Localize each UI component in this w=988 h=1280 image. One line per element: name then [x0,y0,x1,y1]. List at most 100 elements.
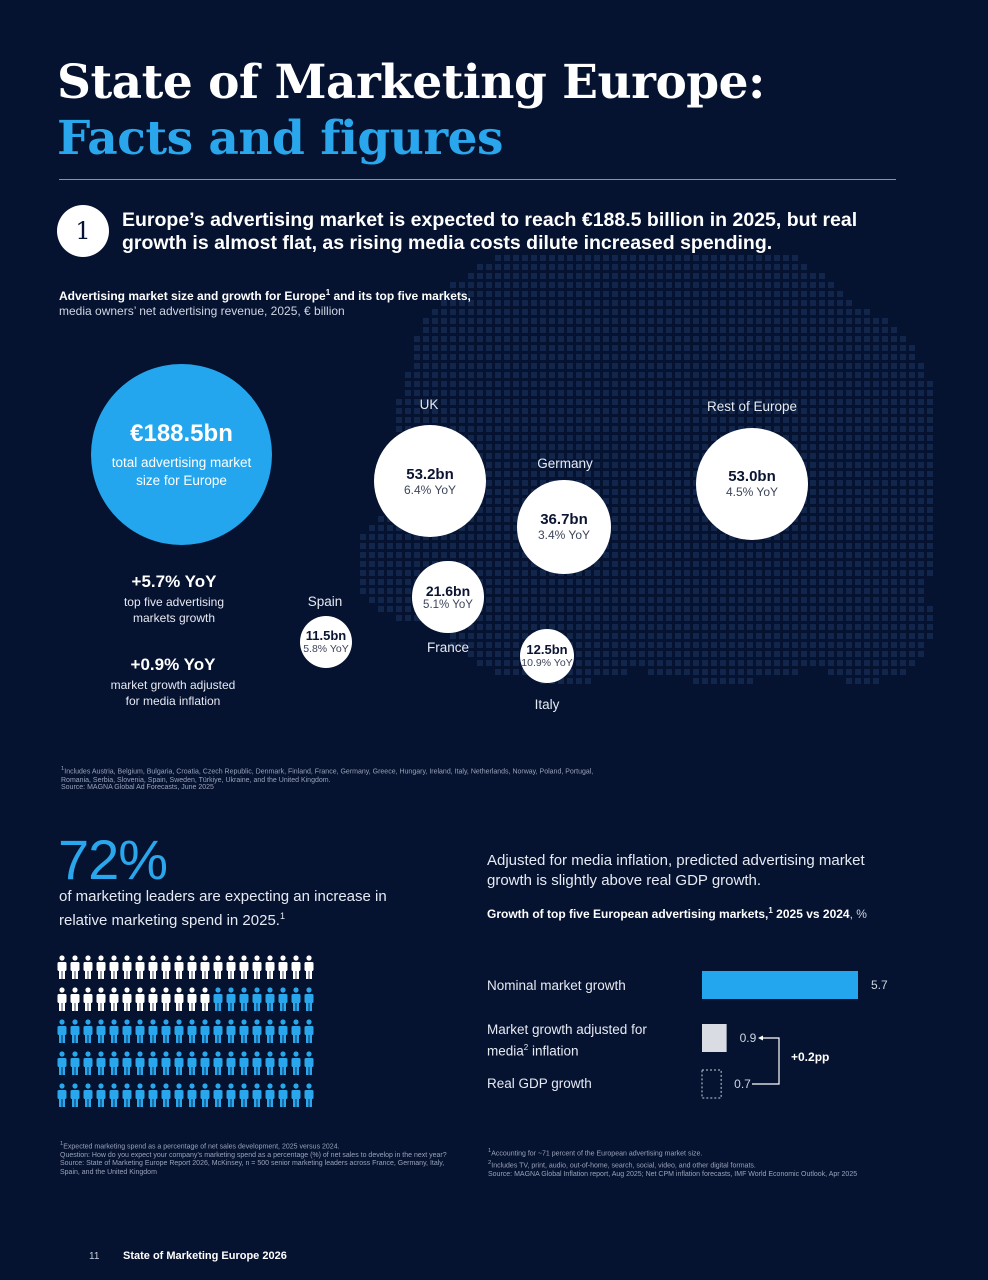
person-icon [70,1083,80,1107]
person-icon [239,1019,249,1043]
person-icon [135,955,145,979]
person-icon [161,955,171,979]
person-icon [213,1083,223,1107]
person-icon [174,1051,184,1075]
person-icon [174,955,184,979]
person-icon [122,987,132,1011]
person-icon [265,987,275,1011]
person-icon [278,1019,288,1043]
person-icon [96,955,106,979]
section-headline: Europe’s advertising market is expected … [122,209,858,254]
total-market-desc: total advertising market size for Europe [111,454,252,488]
person-icon [148,987,158,1011]
bar-value-gdp: 0.7 [734,1077,751,1091]
person-icon [96,1019,106,1043]
person-icon [278,1083,288,1107]
person-icon [122,1083,132,1107]
footnote-growth: 1Accounting for ~71 percent of the Europ… [488,1148,858,1178]
market-growth: 6.4% YoY [403,482,457,497]
market-value: 36.7bn [540,511,588,529]
person-icon [109,955,119,979]
market-value: 11.5bn [305,628,347,644]
market-bubble-rest-of-europe: 53.0bn 4.5% YoY [696,428,808,540]
person-icon [291,987,301,1011]
person-icon [70,955,80,979]
title-line-2: Facts and figures [57,111,503,166]
section-number-badge: 1 [57,205,109,257]
percent-value: 72% [58,828,168,891]
person-icon [122,1019,132,1043]
market-growth: 4.5% YoY [725,485,779,500]
bar-label-gdp: Real GDP growth [487,1076,592,1091]
market-label: France [426,640,470,655]
growth-bar-chart [701,971,858,1099]
stat-value: +0.9% YoY [130,655,216,674]
person-icon [57,955,67,979]
person-icon [252,955,262,979]
growth-statement: Adjusted for media inflation, predicted … [487,852,865,889]
person-icon [109,1019,119,1043]
market-bubble-uk: 53.2bn 6.4% YoY [374,425,486,537]
person-icon [304,1051,314,1075]
person-icon [278,955,288,979]
person-icon [278,1051,288,1075]
market-growth: 3.4% YoY [537,528,591,543]
person-icon [291,1019,301,1043]
person-icon [252,1051,262,1075]
person-icon [161,1083,171,1107]
person-icon [70,1051,80,1075]
person-icon [226,1083,236,1107]
footer-title: State of Marketing Europe 2026 [123,1250,287,1262]
market-bubble-france: 21.6bn 5.1% YoY [412,561,484,633]
person-icon [304,1083,314,1107]
person-icon [200,1051,210,1075]
page-number: 11 [89,1251,100,1262]
bar-value-nominal: 5.7 [871,978,888,992]
person-icon [213,955,223,979]
person-icon [239,955,249,979]
total-market-circle: €188.5bn total advertising market size f… [91,364,272,545]
person-icon [161,1019,171,1043]
person-icon [96,987,106,1011]
person-icon [226,955,236,979]
person-icon [148,955,158,979]
person-icon [291,955,301,979]
market-value: 53.0bn [728,468,776,486]
person-icon [109,1083,119,1107]
percent-desc: of marketing leaders are expecting an in… [59,888,387,929]
bar-label-nominal: Nominal market growth [487,978,626,993]
person-icon [70,1019,80,1043]
person-icon [265,1019,275,1043]
person-icon [174,1083,184,1107]
market-label: Italy [534,697,560,712]
person-icon [265,1051,275,1075]
person-icon [252,987,262,1011]
person-icon [96,1083,106,1107]
footnote-survey: 1Expected marketing spend as a percentag… [60,1141,447,1176]
market-growth: 5.1% YoY [423,598,473,611]
market-bubble-spain: 11.5bn 5.8% YoY [299,615,353,669]
market-label: Germany [537,456,593,471]
bar-value-adjusted: 0.9 [739,1031,757,1045]
person-icon [135,1051,145,1075]
person-icon [122,1051,132,1075]
person-icon [109,1051,119,1075]
person-icon [239,1051,249,1075]
arrow-icon [758,1035,763,1041]
person-icon [304,1019,314,1043]
person-icon [148,1051,158,1075]
stat-value: +5.7% YoY [131,572,217,591]
footnote-countries: 1Includes Austria, Belgium, Bulgaria, Cr… [61,766,594,784]
person-icon [252,1083,262,1107]
stat-nominal-growth: +5.7% YoY top five advertising markets g… [84,572,264,626]
person-icon [83,1083,93,1107]
person-icon [122,955,132,979]
bar-1 [702,1024,727,1052]
person-icon [57,1019,67,1043]
person-icon [109,987,119,1011]
person-icon [291,1051,301,1075]
chart-subtitle: Advertising market size and growth for E… [59,288,471,318]
person-icon [187,955,197,979]
person-icon [57,987,67,1011]
